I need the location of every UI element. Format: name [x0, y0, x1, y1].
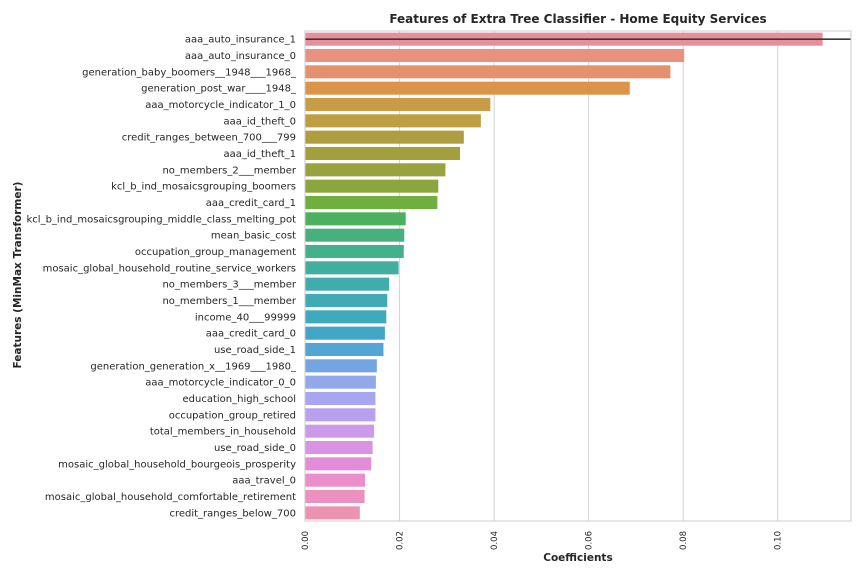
y-tick-label: no_members_3___member — [162, 280, 296, 291]
bar — [305, 146, 461, 161]
y-tick-label: aaa_id_theft_0 — [223, 116, 296, 127]
bars — [305, 32, 823, 520]
y-tick-label: aaa_travel_0 — [232, 476, 296, 487]
y-tick-label: occupation_group_management — [135, 247, 296, 258]
y-tick-label: generation_baby_boomers__1948___1968_ — [82, 67, 297, 78]
bar — [305, 228, 405, 242]
y-tick-label: mosaic_global_household_routine_service_… — [43, 263, 296, 274]
bar — [305, 244, 404, 259]
x-tick-label: 0.06 — [585, 531, 595, 550]
y-tick-label: aaa_motorcycle_indicator_0_0 — [145, 378, 296, 389]
y-tick-label: kcl_b_ind_mosaicsgrouping_middle_class_m… — [27, 214, 297, 225]
x-tick-label: 0.10 — [774, 531, 784, 550]
bar — [305, 195, 438, 210]
x-tick-label: 0.02 — [396, 531, 406, 550]
x-tick-label: 0.08 — [679, 531, 689, 550]
bar — [305, 48, 685, 63]
bar — [305, 473, 366, 487]
x-axis-label: Coefficients — [543, 552, 612, 564]
y-tick-label: education_high_school — [183, 394, 296, 405]
bar — [305, 408, 376, 422]
y-tick-label: generation_generation_x__1969___1980_ — [90, 361, 297, 372]
y-tick-label: aaa_id_theft_1 — [223, 149, 296, 160]
bar — [305, 277, 390, 291]
bar — [305, 81, 630, 95]
bar — [305, 359, 377, 373]
bar — [305, 179, 439, 193]
y-tick-label: use_road_side_0 — [214, 443, 296, 454]
y-tick-label: total_members_in_household — [150, 427, 296, 438]
bar — [305, 424, 375, 438]
y-tick-label: no_members_2___member — [162, 165, 296, 176]
y-tick-label: income_40___99999 — [195, 312, 296, 323]
y-tick-label: aaa_credit_card_1 — [206, 198, 296, 209]
bar — [305, 97, 491, 112]
y-tick-label: occupation_group_retired — [169, 410, 296, 421]
bar — [305, 293, 388, 308]
bar — [305, 310, 387, 324]
y-tick-label: mosaic_global_household_bourgeois_prospe… — [58, 459, 296, 470]
y-tick-label: kcl_b_ind_mosaicsgrouping_boomers — [111, 182, 296, 193]
bar — [305, 391, 376, 406]
y-tick-label: mean_basic_cost — [211, 231, 296, 242]
plot-frame — [304, 30, 852, 522]
y-tick-labels: aaa_auto_insurance_1 aaa_auto_insurance_0… — [27, 35, 297, 520]
y-tick-label: generation_post_war____1948_ — [141, 84, 297, 95]
bar — [305, 326, 385, 340]
y-tick-label: aaa_auto_insurance_1 — [185, 35, 296, 46]
bar — [305, 65, 671, 79]
x-tick-label: 0.04 — [490, 531, 500, 550]
bar — [305, 457, 372, 471]
bar — [305, 342, 384, 357]
bar — [305, 163, 446, 177]
bar — [305, 261, 399, 275]
y-tick-label: aaa_motorcycle_indicator_1_0 — [145, 100, 296, 111]
y-tick-label: credit_ranges_below_700 — [169, 508, 296, 519]
y-axis-label: Features (MinMax Transformer) — [12, 182, 24, 369]
x-tick-labels: 0.00 0.02 0.04 0.06 0.08 0.10 — [301, 531, 784, 550]
bar — [305, 212, 406, 226]
chart-title: Features of Extra Tree Classifier - Home… — [389, 12, 766, 26]
y-tick-label: use_road_side_1 — [214, 345, 296, 356]
bar — [305, 114, 481, 128]
bar — [305, 489, 365, 504]
bar — [305, 506, 360, 520]
y-tick-label: mosaic_global_household_comfortable_reti… — [45, 492, 296, 503]
y-tick-label: aaa_credit_card_0 — [206, 329, 296, 340]
bar — [305, 440, 373, 455]
y-tick-label: credit_ranges_between_700___799 — [122, 133, 296, 144]
x-tick-label: 0.00 — [301, 531, 311, 550]
bar — [305, 375, 376, 389]
bar — [305, 130, 464, 144]
y-tick-label: aaa_auto_insurance_0 — [185, 51, 296, 62]
y-tick-label: no_members_1___member — [162, 296, 296, 307]
